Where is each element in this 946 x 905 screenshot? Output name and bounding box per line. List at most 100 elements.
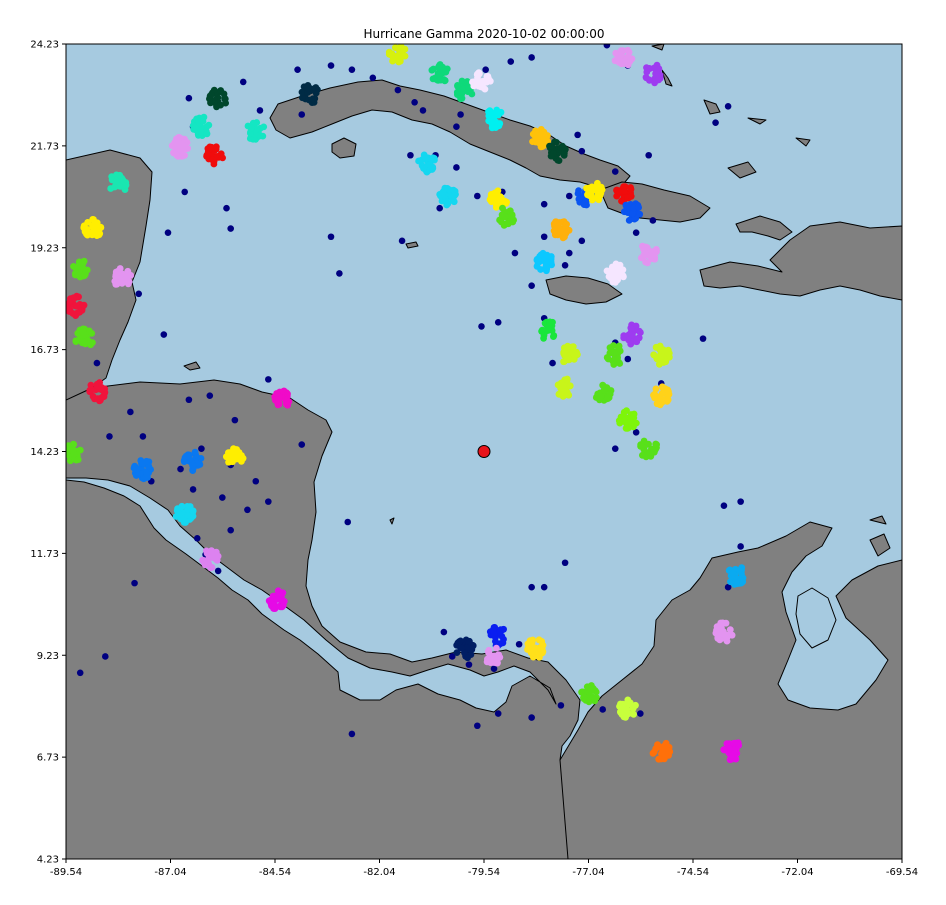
sighting-point	[637, 710, 644, 717]
cluster-point	[66, 440, 84, 465]
south-america	[559, 521, 902, 859]
x-tick-label: -82.04	[363, 867, 395, 878]
x-tick-label: -79.54	[468, 867, 500, 878]
cluster-point	[578, 682, 600, 706]
sighting-point	[101, 653, 109, 660]
cluster-point	[524, 636, 547, 661]
sighting-point	[511, 249, 519, 257]
sighting-point	[348, 66, 356, 73]
cluster-point	[533, 249, 555, 275]
sighting-point	[181, 188, 189, 196]
sighting-point	[478, 323, 485, 330]
florida-keys	[869, 515, 887, 525]
sighting-point	[561, 559, 569, 567]
sighting-point	[93, 359, 101, 367]
sighting-point	[106, 433, 113, 440]
cluster-point	[620, 321, 644, 348]
bahamas-1	[703, 99, 721, 115]
sighting-point	[164, 229, 172, 236]
cluster-point	[650, 342, 673, 368]
y-tick-label: 6.73	[37, 753, 59, 764]
sighting-point	[712, 119, 719, 126]
y-tick-label: 11.73	[30, 549, 59, 560]
cluster-point	[615, 407, 640, 432]
sighting-point	[611, 168, 619, 175]
sighting-point	[528, 54, 535, 61]
cluster-point	[66, 292, 88, 319]
cluster-point	[206, 86, 230, 111]
sighting-point	[219, 494, 226, 501]
cluster-point	[180, 448, 205, 474]
sighting-point	[214, 567, 222, 575]
sighting-point	[76, 669, 84, 677]
cluster-point	[550, 218, 573, 242]
sighting-point	[549, 359, 556, 367]
cluster-point	[560, 342, 581, 366]
y-tick-label: 24.23	[30, 40, 59, 51]
x-tick-label: -77.04	[572, 867, 604, 878]
cluster-point	[265, 587, 288, 612]
sighting-point	[453, 164, 460, 171]
sighting-point	[482, 66, 489, 73]
cluster-point	[130, 457, 155, 483]
cluster-point	[168, 134, 192, 160]
x-tick-label: -84.54	[259, 867, 291, 878]
cluster-point	[650, 383, 673, 409]
cluster-point	[613, 183, 635, 206]
pearl-islands	[869, 533, 891, 557]
sighting-point	[474, 722, 481, 730]
sighting-point	[578, 237, 586, 245]
sighting-point	[407, 151, 414, 159]
cluster-point	[486, 187, 510, 211]
maracaibo-lake	[795, 587, 837, 649]
bahamas-4	[795, 137, 811, 147]
sighting-point	[198, 445, 205, 452]
cluster-point	[712, 619, 736, 645]
sighting-point	[624, 355, 632, 363]
sighting-point	[603, 44, 611, 49]
sighting-point	[465, 661, 473, 668]
cluster-point	[603, 260, 627, 286]
hispaniola-west	[735, 215, 793, 241]
sighting-point	[131, 579, 138, 587]
cluster-point	[638, 242, 660, 267]
cluster-point	[415, 151, 438, 176]
cluster-point	[546, 138, 569, 165]
x-tick-label: -69.54	[886, 867, 918, 878]
sighting-point	[135, 290, 143, 298]
sighting-point	[252, 477, 260, 485]
sighting-point	[645, 151, 652, 159]
sighting-point	[223, 204, 230, 212]
cluster-point	[80, 216, 105, 240]
cluster-point	[436, 184, 459, 209]
y-tick-label: 14.23	[30, 447, 59, 458]
cluster-point	[453, 77, 476, 103]
cluster-point	[86, 379, 109, 405]
sighting-point	[494, 710, 502, 717]
sighting-point	[494, 319, 502, 326]
y-axis: 4.23 6.73 9.23 11.73 14.23 16.73 19.23 21.73 24.…	[30, 40, 66, 866]
sighting-point	[540, 233, 548, 241]
x-tick-label: -74.54	[677, 867, 709, 878]
cluster-point	[592, 381, 615, 404]
sighting-point	[193, 534, 201, 542]
sighting-point	[419, 107, 427, 114]
sighting-point	[490, 665, 498, 672]
sighting-point	[177, 465, 184, 473]
cluster-point	[189, 113, 213, 140]
sighting-point	[256, 107, 264, 114]
sighting-point	[206, 392, 214, 399]
cluster-point	[529, 125, 552, 151]
sighting-point	[540, 583, 548, 591]
sighting-point	[227, 225, 234, 232]
cluster-point	[72, 325, 96, 349]
cluster-point	[244, 119, 268, 143]
x-tick-label: -72.04	[781, 867, 813, 878]
sighting-point	[453, 123, 460, 131]
sighting-point	[474, 192, 481, 200]
sighting-point	[649, 217, 657, 224]
cayman-island	[405, 241, 419, 249]
sighting-point	[369, 74, 377, 82]
sighting-point	[599, 706, 607, 713]
cluster-point	[616, 696, 639, 721]
